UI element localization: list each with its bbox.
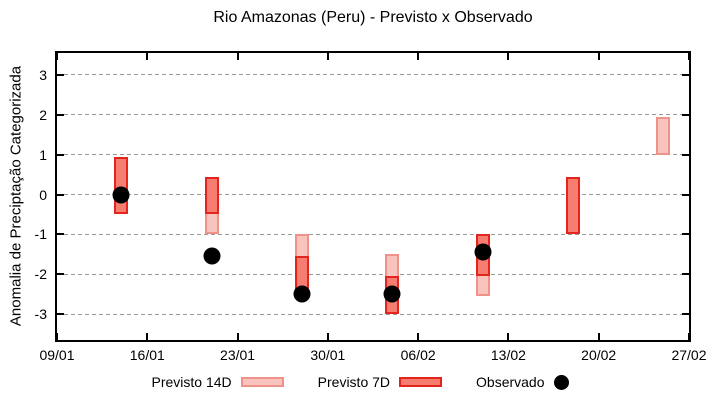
x-tick-top <box>326 53 329 60</box>
y-tick-right <box>682 153 689 156</box>
x-tick-label: 30/01 <box>310 347 346 363</box>
x-tick-label: 27/02 <box>671 347 707 363</box>
observado-dot-14/01 <box>112 186 130 203</box>
observado-dot-swatch-icon <box>553 374 569 390</box>
previsto-14d-swatch-icon <box>240 377 284 387</box>
y-tick-right <box>682 193 689 196</box>
bar-previsto-14d-25/02 <box>656 116 671 155</box>
x-tick-top <box>507 53 510 60</box>
y-tick-right <box>682 313 689 316</box>
x-tick-label: 09/01 <box>39 347 75 363</box>
previsto-7d-swatch-icon <box>399 377 443 387</box>
gridline-y-0 <box>57 194 689 195</box>
legend: Previsto 14D Previsto 7D Observado <box>0 374 720 390</box>
x-tick-label: 16/01 <box>129 347 165 363</box>
y-tick-left <box>57 113 64 116</box>
x-tick-top <box>56 53 58 60</box>
x-tick-bottom <box>326 333 329 340</box>
x-tick-label: 23/01 <box>220 347 256 363</box>
y-tick-label: 1 <box>39 146 47 163</box>
y-tick-right <box>682 233 689 236</box>
y-tick-right <box>682 73 689 76</box>
x-tick-top <box>688 53 690 60</box>
gridline-y--2 <box>57 273 689 275</box>
y-tick-left <box>57 313 64 316</box>
y-tick-left <box>57 273 64 276</box>
legend-label-previsto-14d: Previsto 14D <box>151 374 232 390</box>
y-tick-right <box>682 113 689 116</box>
gridline-y-3 <box>57 74 689 76</box>
y-tick-label: -3 <box>34 306 47 323</box>
observado-dot-28/01 <box>293 285 311 303</box>
gridline-y--3 <box>57 313 689 315</box>
legend-label-observado: Observado <box>476 374 545 390</box>
legend-item-previsto-7d: Previsto 7D <box>317 374 443 390</box>
y-tick-label: -2 <box>34 266 47 283</box>
bar-previsto-7d-21/01 <box>204 176 219 215</box>
bar-previsto-7d-18/02 <box>565 176 580 235</box>
y-tick-left <box>57 233 64 236</box>
x-tick-bottom <box>597 333 600 340</box>
legend-item-previsto-14d: Previsto 14D <box>152 374 284 390</box>
y-tick-left <box>57 153 64 156</box>
legend-item-observado: Observado <box>476 374 569 390</box>
x-tick-label: 20/02 <box>581 347 617 363</box>
x-tick-top <box>146 53 149 60</box>
y-tick-label: 0 <box>39 186 47 203</box>
x-tick-bottom <box>688 333 690 340</box>
y-tick-left <box>57 193 64 196</box>
observado-dot-04/02 <box>383 285 401 303</box>
x-tick-bottom <box>417 333 420 340</box>
x-tick-label: 13/02 <box>490 347 526 363</box>
x-tick-top <box>236 53 239 60</box>
y-tick-label: 3 <box>39 66 47 83</box>
y-tick-label: -1 <box>34 226 47 243</box>
chart-title: Rio Amazonas (Peru) - Previsto x Observa… <box>213 9 533 26</box>
x-tick-bottom <box>236 333 239 340</box>
plot-area <box>55 51 691 342</box>
x-tick-bottom <box>146 333 149 340</box>
x-tick-label: 06/02 <box>400 347 436 363</box>
x-tick-top <box>597 53 600 60</box>
x-tick-top <box>417 53 420 60</box>
observado-dot-11/02 <box>474 243 492 261</box>
gridline-y-2 <box>57 114 689 116</box>
y-tick-label: 2 <box>39 106 47 123</box>
y-tick-right <box>682 273 689 276</box>
observado-dot-21/01 <box>203 247 221 265</box>
x-tick-bottom <box>56 333 58 340</box>
legend-label-previsto-7d: Previsto 7D <box>317 374 391 390</box>
y-tick-left <box>57 73 64 76</box>
gridline-y--1 <box>57 233 689 235</box>
x-tick-bottom <box>507 333 510 340</box>
gridline-y-1 <box>57 154 689 156</box>
